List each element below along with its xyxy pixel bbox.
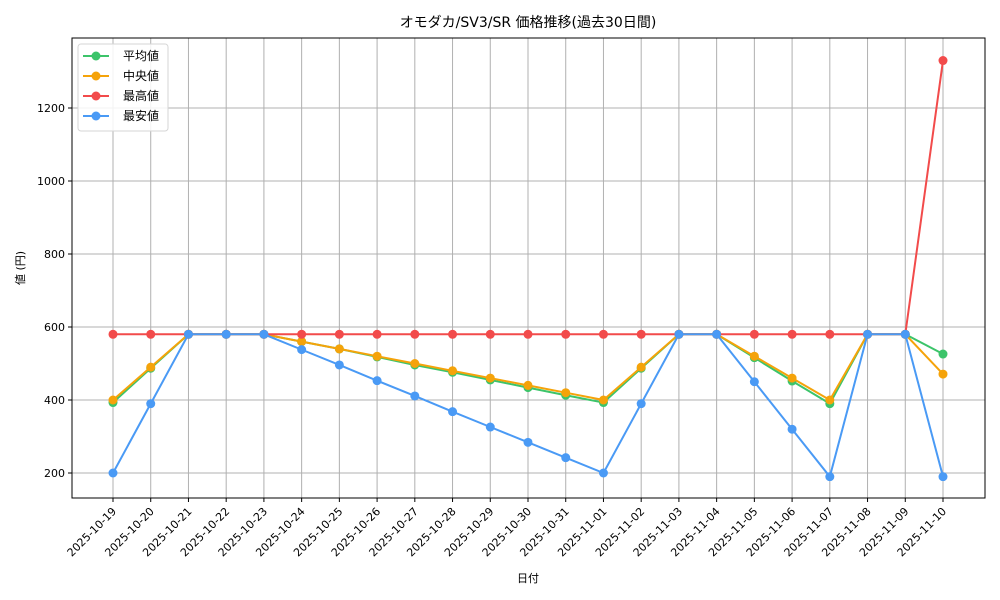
legend-label: 最安値 xyxy=(123,108,159,123)
data-point xyxy=(410,391,420,401)
data-point xyxy=(523,380,533,390)
data-point xyxy=(938,349,948,359)
y-axis-label: 値 (円) xyxy=(14,251,27,285)
data-point xyxy=(825,395,835,405)
data-point xyxy=(598,329,608,339)
data-point xyxy=(334,344,344,354)
data-point xyxy=(146,329,156,339)
data-point xyxy=(636,329,646,339)
data-point xyxy=(825,472,835,482)
y-tick-label: 200 xyxy=(44,467,65,480)
legend-marker-icon xyxy=(91,91,101,101)
x-axis-label: 日付 xyxy=(517,572,539,585)
data-point xyxy=(410,359,420,368)
data-series xyxy=(108,56,948,482)
data-point xyxy=(372,351,382,361)
data-point xyxy=(749,329,759,339)
y-tick-label: 1000 xyxy=(37,175,65,188)
data-point xyxy=(938,369,948,379)
data-point xyxy=(749,377,759,387)
data-point xyxy=(561,329,571,339)
legend-label: 中央値 xyxy=(123,68,159,83)
data-point xyxy=(485,373,495,383)
y-tick-label: 800 xyxy=(44,248,65,261)
legend-marker-icon xyxy=(91,71,101,81)
data-point xyxy=(523,437,533,447)
data-point xyxy=(561,453,571,463)
grid-lines xyxy=(72,38,985,498)
data-point xyxy=(523,329,533,339)
data-point xyxy=(146,399,156,409)
data-point xyxy=(938,56,948,66)
data-point xyxy=(448,329,458,339)
data-point xyxy=(712,329,722,339)
data-point xyxy=(372,329,382,339)
data-point xyxy=(485,422,495,432)
legend-label: 平均値 xyxy=(123,48,159,63)
chart-title: オモダカ/SV3/SR 価格推移(過去30日間) xyxy=(400,15,657,31)
series-3 xyxy=(108,329,948,482)
data-point xyxy=(108,468,118,478)
data-point xyxy=(297,337,307,347)
data-point xyxy=(183,329,193,339)
data-point xyxy=(221,329,231,339)
data-point xyxy=(108,395,118,405)
data-point xyxy=(749,351,759,361)
data-point xyxy=(674,329,684,339)
data-point xyxy=(787,424,797,434)
legend-marker-icon xyxy=(91,111,101,121)
data-point xyxy=(900,329,910,339)
legend-marker-icon xyxy=(91,51,101,61)
y-tick-label: 1200 xyxy=(37,102,65,115)
data-point xyxy=(598,395,608,405)
data-point xyxy=(410,329,420,339)
x-axis-ticks: 2025-10-192025-10-202025-10-212025-10-22… xyxy=(65,498,949,559)
data-point xyxy=(636,399,646,409)
data-point xyxy=(297,329,307,339)
data-point xyxy=(448,366,458,376)
data-point xyxy=(372,376,382,386)
data-point xyxy=(938,472,948,482)
data-point xyxy=(485,329,495,339)
y-tick-label: 400 xyxy=(44,394,65,407)
data-point xyxy=(146,362,156,372)
data-point xyxy=(787,373,797,383)
data-point xyxy=(334,360,344,370)
data-point xyxy=(561,388,571,398)
data-point xyxy=(259,329,269,339)
data-point xyxy=(863,329,873,339)
data-point xyxy=(334,329,344,339)
data-point xyxy=(598,468,608,478)
data-point xyxy=(448,407,458,417)
y-tick-label: 600 xyxy=(44,321,65,334)
legend-box xyxy=(77,43,169,132)
data-point xyxy=(636,362,646,372)
data-point xyxy=(825,329,835,339)
y-axis-ticks: 200 400 600 800 1000 1200 xyxy=(37,102,72,480)
data-point xyxy=(787,329,797,339)
legend-label: 最高値 xyxy=(123,88,159,103)
data-point xyxy=(108,329,118,339)
data-point xyxy=(297,345,307,355)
